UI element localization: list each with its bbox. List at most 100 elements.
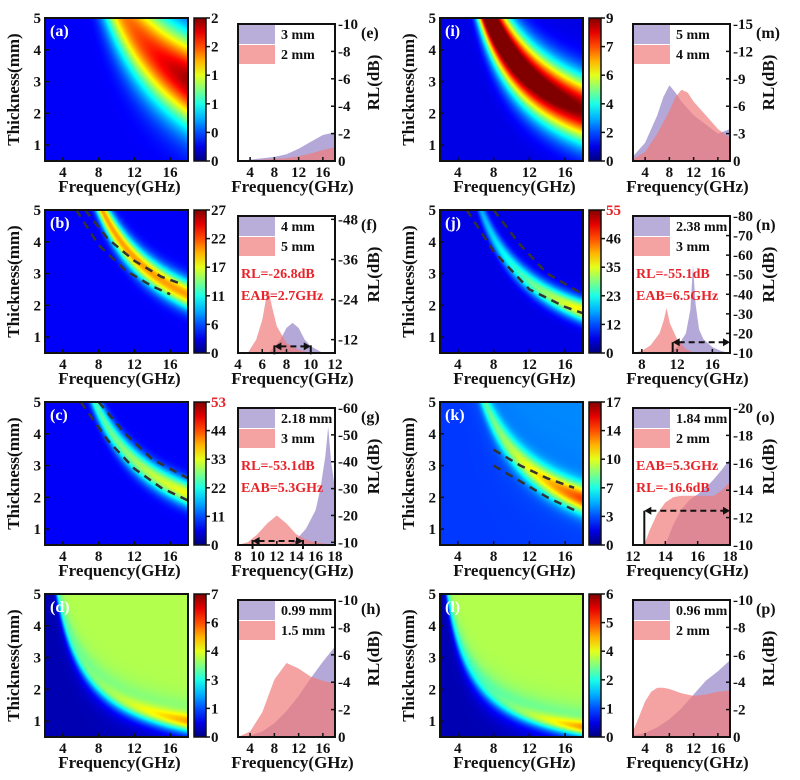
- x-axis-label: Frequency(GHz): [58, 369, 180, 388]
- x-tick-label: 4: [641, 741, 649, 757]
- panel-label: (m): [756, 25, 780, 42]
- series-area-0: [286, 426, 335, 545]
- panel-label: (g): [361, 409, 380, 426]
- x-tick-label: 4: [246, 165, 254, 181]
- colorbar: [588, 17, 602, 162]
- y-axis-label: Thickness(mm): [4, 417, 23, 529]
- y-tick-label: 2: [429, 682, 437, 698]
- legend-swatch: [634, 621, 670, 640]
- y-tick-label: 0: [338, 154, 346, 170]
- x-tick-label: 8: [95, 357, 103, 373]
- colorbar: [588, 209, 602, 354]
- colorbar-tick-label: 17: [211, 260, 227, 276]
- colorbar-tick-label: 6: [606, 587, 614, 603]
- panel-label: (l): [445, 599, 460, 616]
- x-tick-label: 16: [308, 549, 324, 565]
- colorbar-tick-label: 22: [211, 232, 226, 248]
- x-tick-label: 16: [315, 741, 331, 757]
- x-axis-label: Frequency(GHz): [231, 561, 353, 580]
- x-tick-label: 12: [522, 549, 537, 565]
- colorbar-tick-label: 27: [211, 203, 227, 219]
- contour-dashed-line: [465, 209, 584, 315]
- y-tick-label: 3: [34, 459, 42, 475]
- colorbar: [193, 401, 207, 546]
- y-tick-label: -12: [733, 511, 753, 527]
- x-axis-label: Frequency(GHz): [453, 753, 575, 772]
- x-tick-label: 4: [641, 165, 649, 181]
- contour-dashed-line: [75, 209, 171, 296]
- y-tick-label: -12: [733, 44, 753, 60]
- heatmap-panel-l: (l)4 8 12 1612345Frequency(GHz)Thickness(mm…: [399, 587, 614, 772]
- y-tick-label: -20: [733, 326, 753, 342]
- colorbar-tick-label: 7: [211, 587, 219, 603]
- contour-dashed-line: [84, 209, 180, 285]
- colorbar-tick-label: 2: [211, 40, 219, 56]
- x-tick-label: 12: [522, 357, 537, 373]
- y-tick-label: -14: [733, 483, 753, 499]
- eab-arrow-head-right: [295, 536, 303, 545]
- heatmap-image: [440, 594, 583, 737]
- x-tick-label: 4: [454, 549, 462, 565]
- x-axis-label: Frequency(GHz): [58, 561, 180, 580]
- y-tick-label: -4: [733, 675, 746, 691]
- y-tick-label: 5: [34, 11, 42, 27]
- y-tick-label: 0: [733, 730, 741, 746]
- x-tick-label: 8: [490, 741, 498, 757]
- panel-label: (n): [756, 217, 776, 234]
- eab-arrow-head-left: [644, 506, 652, 515]
- x-tick-label: 12: [291, 741, 306, 757]
- x-axis-label: Frequency(GHz): [231, 177, 353, 196]
- y-tick-label: 4: [34, 43, 42, 59]
- colorbar-tick-label: 11: [211, 289, 225, 305]
- x-tick-label: 18: [328, 549, 343, 565]
- y-axis-label: Thickness(mm): [399, 609, 418, 721]
- colorbar-tick-label: 0: [211, 538, 219, 554]
- y-tick-label: -16: [733, 456, 753, 472]
- rl-frame: [632, 599, 731, 738]
- rl-frame: [237, 23, 336, 162]
- x-tick-label: 4: [234, 357, 242, 373]
- y-tick-label: -9: [733, 72, 746, 88]
- legend-label: 2 mm: [281, 48, 315, 63]
- panel-label: (e): [361, 25, 379, 42]
- colorbar-tick-label: 3: [606, 509, 614, 525]
- y-tick-label: -48: [338, 212, 358, 228]
- legend-swatch: [239, 25, 275, 44]
- x-tick-label: 12: [127, 741, 142, 757]
- annotation-text: RL=-53.1dB: [241, 459, 315, 474]
- y-tick-label: 3: [429, 75, 437, 91]
- series-area-1: [238, 515, 335, 545]
- x-tick-label: 12: [127, 549, 142, 565]
- legend-label: 4 mm: [676, 48, 710, 63]
- y-tick-label: -6: [733, 99, 746, 115]
- colorbar-tick-label: 1: [211, 68, 219, 84]
- x-axis-label: Frequency(GHz): [626, 369, 748, 388]
- rl-panel-e: 3 mm 2 mm 4 8 12 16 0 -2 -4 -6 -8 -10 Frequency(GHz)…: [231, 17, 383, 196]
- panel-label: (b): [50, 215, 70, 232]
- x-tick-label: 12: [522, 741, 537, 757]
- y-tick-label: 0: [338, 730, 346, 746]
- colorbar-tick-label: 7: [606, 40, 614, 56]
- y-axis-label: RL(dB): [759, 439, 778, 495]
- panel-label: (a): [50, 23, 69, 40]
- series-areas: [238, 426, 335, 545]
- x-tick-label: 8: [490, 549, 498, 565]
- series-area-1: [633, 687, 730, 737]
- colorbar: [193, 209, 207, 354]
- y-tick-label: -24: [338, 293, 358, 309]
- series-area-1: [247, 289, 311, 353]
- x-tick-label: 4: [454, 357, 462, 373]
- colorbar-tick-label: 53: [211, 395, 226, 411]
- annotation-text: EAB=5.3GHz: [241, 481, 323, 496]
- x-tick-label: 12: [670, 357, 685, 373]
- x-tick-label: 12: [686, 741, 701, 757]
- x-tick-label: 12: [127, 165, 142, 181]
- colorbar-tick-label: 0: [211, 125, 219, 141]
- y-tick-label: 2: [34, 490, 42, 506]
- legend-label: 0.99 mm: [281, 604, 333, 619]
- x-tick-label: 16: [163, 165, 179, 181]
- y-tick-label: 2: [429, 490, 437, 506]
- legend-swatch: [239, 45, 275, 64]
- eab-arrow-head-left: [274, 342, 282, 351]
- y-tick-label: -40: [338, 455, 358, 471]
